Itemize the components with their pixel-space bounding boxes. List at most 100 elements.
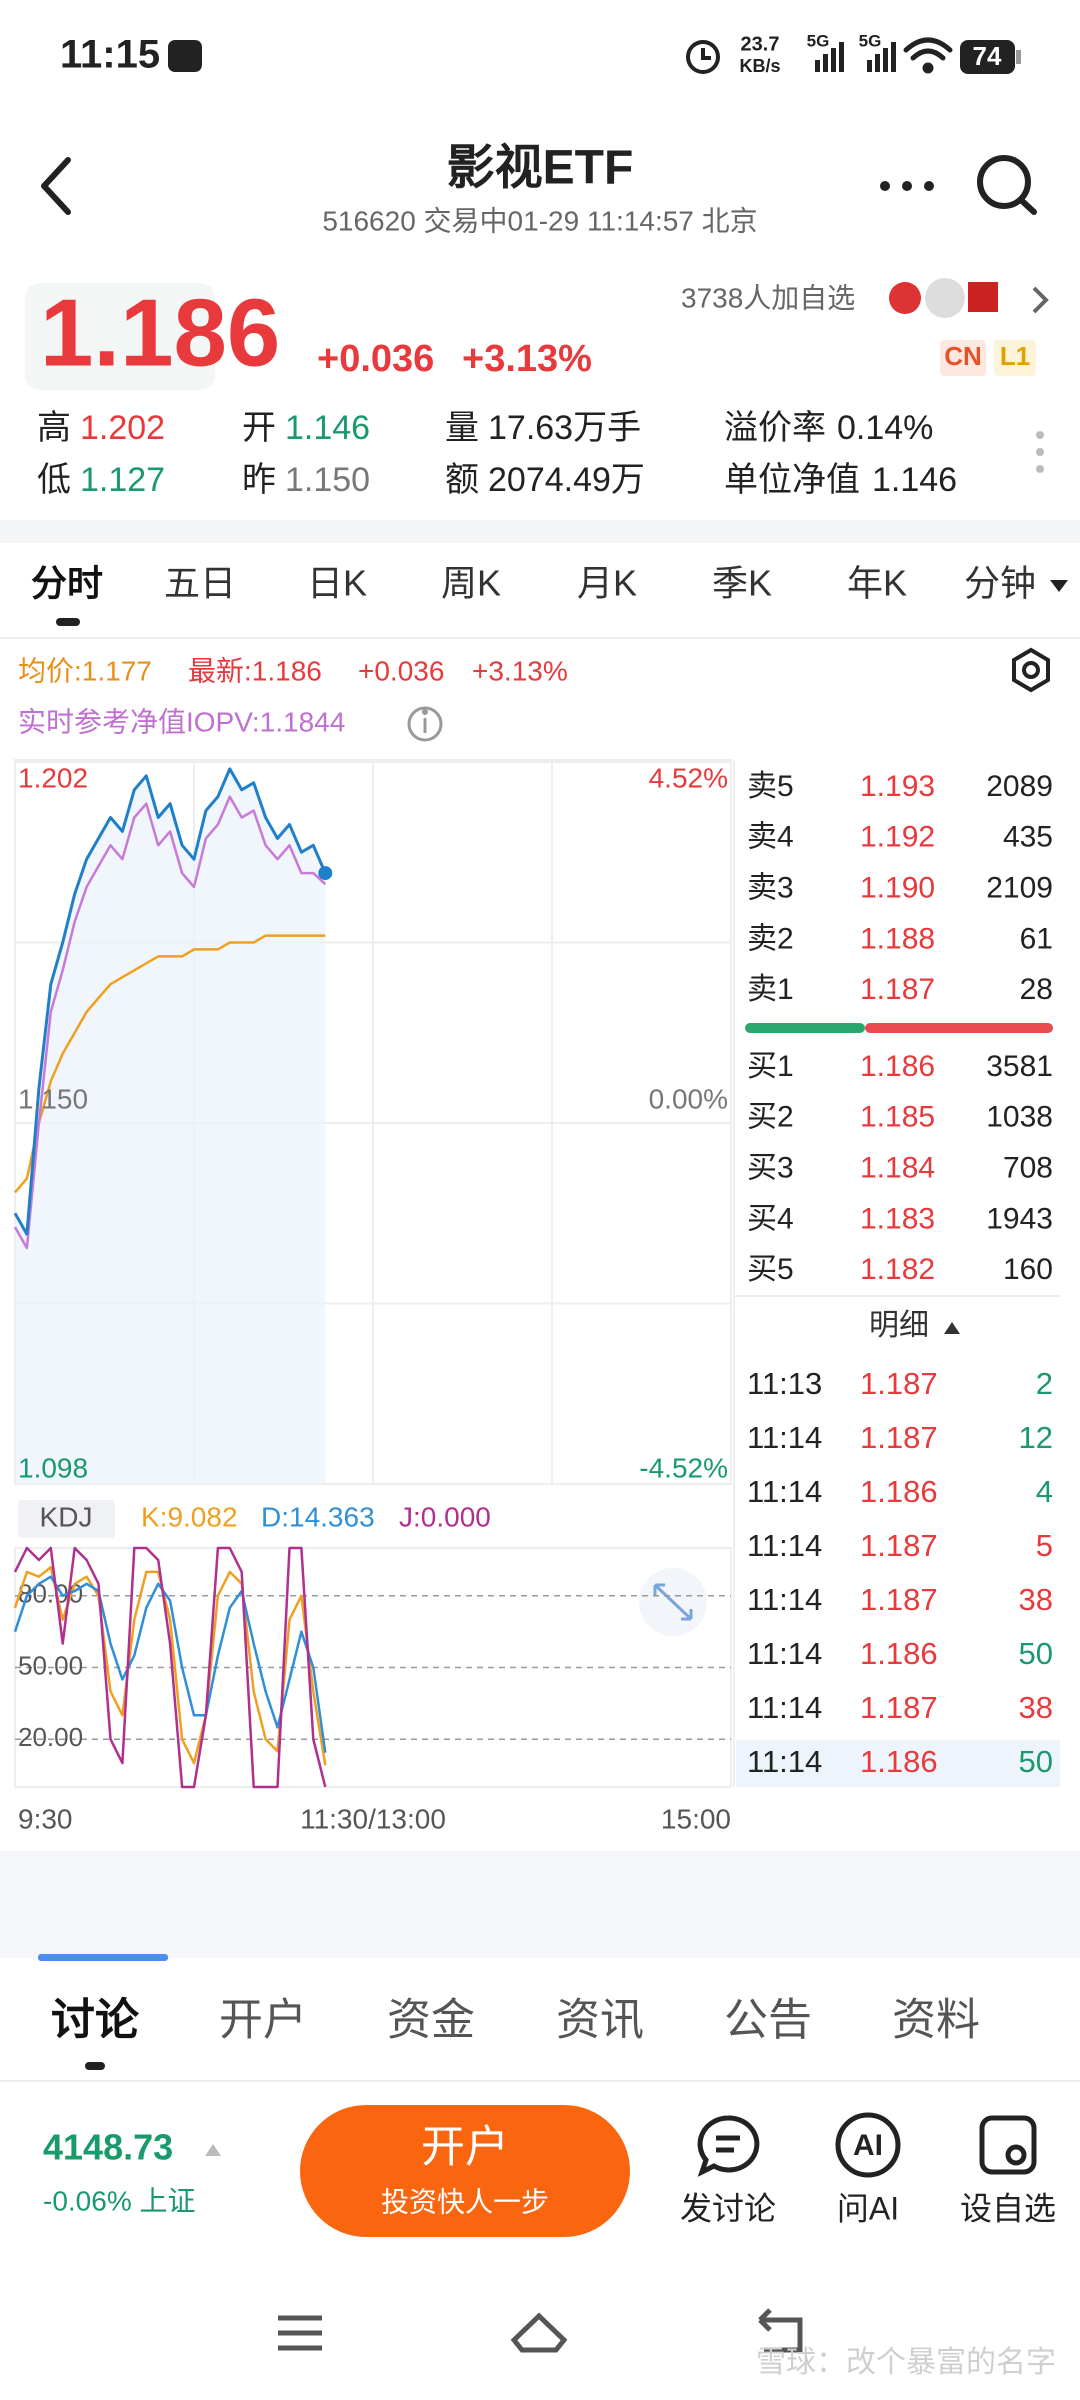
followers-chevron[interactable] <box>1032 286 1049 314</box>
details-title: 明细 <box>869 1309 929 1342</box>
x-tick-label: 9:30 <box>18 1803 73 1834</box>
ask-volume: 61 <box>1020 922 1053 955</box>
tab-underline <box>85 2062 105 2070</box>
open-account-button[interactable] <box>300 2105 630 2237</box>
bid-price: 1.185 <box>860 1101 935 1134</box>
badge-cn <box>940 340 986 376</box>
trade-time: 11:14 <box>747 1528 822 1563</box>
bid-label: 买2 <box>747 1101 794 1134</box>
details-arrow[interactable] <box>944 1322 960 1334</box>
ask-label: 卖3 <box>747 872 794 905</box>
index-value: 4148.73 <box>43 2127 173 2168</box>
price-panel <box>25 283 215 390</box>
kdj-legend: K:9.082 <box>141 1501 238 1532</box>
y-tick-label: 20.00 <box>18 1722 83 1752</box>
content-tab[interactable]: 资金 <box>387 1996 475 2045</box>
stat-value: 1.146 <box>285 409 370 447</box>
indicator-tag[interactable] <box>18 1500 115 1538</box>
price-change: +0.036 <box>317 338 434 380</box>
badge-text: L1 <box>1000 341 1030 371</box>
trade-volume: 4 <box>1036 1474 1053 1509</box>
stat-value: 1.202 <box>80 409 165 447</box>
watchlist-icon[interactable] <box>979 2115 1037 2175</box>
bid-price: 1.186 <box>860 1050 935 1083</box>
ask-price: 1.193 <box>860 770 935 803</box>
period-tab[interactable]: 周K <box>441 563 501 604</box>
y2-tick-label: 4.52% <box>649 762 728 793</box>
more-button[interactable] <box>880 181 934 191</box>
ai-icon[interactable] <box>835 2112 901 2178</box>
stat-value: 2074.49万 <box>488 461 645 499</box>
bid-label: 买3 <box>747 1152 794 1185</box>
trade-time: 11:14 <box>747 1474 822 1509</box>
bid-label: 买5 <box>747 1253 794 1286</box>
x-tick-label: 11:30/13:00 <box>300 1803 446 1834</box>
content-tab[interactable]: 讨论 <box>51 1996 140 2045</box>
battery-icon <box>960 40 1015 74</box>
legend-change-pct: +3.13% <box>472 655 568 686</box>
ai-icon-text: AI <box>853 2129 883 2162</box>
ask-label: 卖1 <box>747 973 794 1006</box>
action-label[interactable]: 设自选 <box>960 2190 1056 2226</box>
action-label[interactable]: 问AI <box>837 2190 899 2226</box>
signal-label: 5G <box>807 31 830 50</box>
discuss-icon[interactable] <box>697 2115 760 2177</box>
settings-button[interactable] <box>1012 647 1050 693</box>
dropdown-arrow <box>1050 580 1068 592</box>
period-tab[interactable]: 月K <box>577 563 637 604</box>
period-tab[interactable]: 五日 <box>164 563 236 604</box>
expand-button[interactable] <box>639 1568 707 1636</box>
trade-time: 11:14 <box>747 1420 822 1455</box>
period-tab[interactable]: 年K <box>847 563 907 604</box>
ask-label: 卖2 <box>747 922 794 955</box>
trade-volume: 50 <box>1019 1636 1053 1671</box>
action-label[interactable]: 发讨论 <box>680 2190 776 2226</box>
stat-value: 1.146 <box>872 461 957 499</box>
trade-highlight <box>736 1740 1060 1787</box>
nav-menu[interactable] <box>278 2315 322 2351</box>
follower-avatars <box>889 278 998 318</box>
ask-volume: 28 <box>1020 973 1053 1006</box>
content-tab[interactable]: 资料 <box>892 1996 980 2045</box>
trade-time: 11:13 <box>747 1366 822 1401</box>
period-tab[interactable]: 季K <box>712 563 772 604</box>
stats-more[interactable] <box>1036 431 1044 473</box>
stat-value: 1.150 <box>285 461 370 499</box>
indicator-name: KDJ <box>40 1501 93 1532</box>
ask-price: 1.187 <box>860 973 935 1006</box>
trade-volume: 38 <box>1019 1690 1053 1725</box>
stat-value: 0.14% <box>837 409 933 447</box>
tab-underline <box>56 618 80 626</box>
nav-home[interactable] <box>510 2312 568 2353</box>
page-subtitle: 516620 交易中01-29 11:14:57 北京 <box>322 205 757 236</box>
banner-area <box>0 1851 1080 1958</box>
nav-back[interactable] <box>758 2308 803 2353</box>
app-icon <box>168 40 202 72</box>
period-tab[interactable]: 日K <box>307 563 367 604</box>
net-speed: 23.7 <box>741 33 780 55</box>
bid-volume: 1038 <box>986 1101 1053 1134</box>
bid-volume: 708 <box>1003 1152 1053 1185</box>
back-button[interactable] <box>41 157 71 215</box>
search-button[interactable] <box>977 155 1037 215</box>
ask-price: 1.192 <box>860 821 935 854</box>
last-price: 1.186 <box>40 279 280 386</box>
content-tab[interactable]: 公告 <box>724 1996 812 2045</box>
bid-volume: 160 <box>1003 1253 1053 1286</box>
trade-time: 11:14 <box>747 1582 822 1617</box>
content-tab[interactable]: 开户 <box>219 1996 307 2045</box>
info-icon[interactable] <box>407 706 443 742</box>
y-tick-label: 1.098 <box>18 1452 88 1483</box>
kdj-legend: D:14.363 <box>261 1501 375 1532</box>
x-tick-label: 15:00 <box>661 1803 731 1834</box>
content-tab[interactable]: 资讯 <box>556 1996 644 2045</box>
ask-volume: 2089 <box>986 770 1053 803</box>
trade-time: 11:14 <box>747 1636 822 1671</box>
trade-volume: 5 <box>1036 1528 1053 1563</box>
trade-volume: 38 <box>1019 1582 1053 1617</box>
trade-volume: 12 <box>1019 1420 1053 1455</box>
stat-label: 昨 <box>242 461 276 499</box>
battery-tip <box>1016 50 1021 64</box>
period-tab[interactable]: 分时 <box>31 563 103 604</box>
period-tab[interactable]: 分钟 <box>964 563 1036 604</box>
